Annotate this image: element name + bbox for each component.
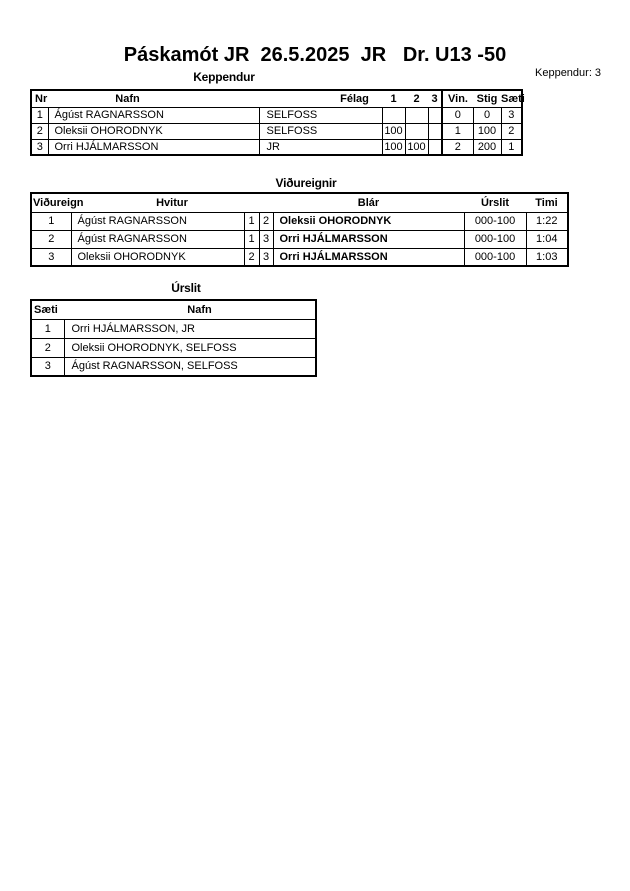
cell-nafn: Ágúst RAGNARSSON, SELFOSS	[63, 356, 317, 377]
cell-hvitur: Oleksii OHORODNYK	[70, 247, 245, 267]
keppendur-row: 2 Oleksii OHORODNYK SELFOSS 100 1 100 2	[30, 122, 523, 140]
urslit-row: 3 Ágúst RAGNARSSON, SELFOSS	[30, 356, 317, 377]
keppendur-row: 1 Ágúst RAGNARSSON SELFOSS 0 0 3	[30, 106, 523, 124]
cell-match-nr: 2	[30, 229, 72, 249]
cell-timi: 1:22	[525, 211, 569, 231]
cell-nafn: Orri HJÁLMARSSON	[47, 138, 260, 156]
vidureignir-table: Viðureign Hvitur Blár Úrslit Timi 1 Ágús…	[30, 192, 569, 267]
cell-blar-nr: 2	[258, 211, 274, 231]
cell-saeti: 3	[30, 356, 65, 377]
urslit-section-title: Úrslit	[171, 281, 201, 295]
cell-stig: 100	[472, 122, 502, 140]
vidureignir-row: 2 Ágúst RAGNARSSON 1 3 Orri HJÁLMARSSON …	[30, 229, 569, 249]
cell-nafn: Ágúst RAGNARSSON	[47, 106, 260, 124]
cell-urslit: 000-100	[463, 229, 527, 249]
keppendur-header-nafn: Nafn	[115, 92, 140, 105]
cell-score-2	[404, 106, 429, 124]
cell-timi: 1:03	[525, 247, 569, 267]
cell-blar-nr: 3	[258, 247, 274, 267]
vidureignir-header-vidureign: Viðureign	[33, 196, 84, 209]
cell-match-nr: 3	[30, 247, 72, 267]
urslit-header-row: Sæti Nafn	[31, 300, 316, 319]
urslit-header-nafn: Nafn	[187, 303, 212, 316]
cell-hvitur-nr: 2	[243, 247, 260, 267]
vidureignir-header-row: Viðureign Hvitur Blár Úrslit Timi	[31, 193, 568, 212]
cell-hvitur: Ágúst RAGNARSSON	[70, 229, 245, 249]
cell-saeti: 2	[30, 337, 65, 358]
cell-nafn: Oleksii OHORODNYK	[47, 122, 260, 140]
cell-nafn: Oleksii OHORODNYK, SELFOSS	[63, 337, 317, 358]
keppendur-header-saeti: Sæti	[501, 92, 525, 105]
cell-nafn: Orri HJÁLMARSSON, JR	[63, 318, 317, 339]
vidureignir-row: 3 Oleksii OHORODNYK 2 3 Orri HJÁLMARSSON…	[30, 247, 569, 267]
cell-blar: Orri HJÁLMARSSON	[272, 247, 465, 267]
cell-hvitur-nr: 1	[243, 211, 260, 231]
keppendur-header-row: Nr Nafn Félag 1 2 3 Vin. Stig Sæti	[31, 90, 525, 107]
keppendur-header-felag: Félag	[340, 92, 369, 105]
cell-vin: 2	[441, 138, 474, 156]
keppendur-row: 3 Orri HJÁLMARSSON JR 100 100 2 200 1	[30, 138, 523, 156]
cell-nr: 1	[30, 106, 49, 124]
keppendur-header-nr: Nr	[35, 92, 48, 105]
cell-vin: 1	[441, 122, 474, 140]
cell-timi: 1:04	[525, 229, 569, 249]
cell-felag: JR	[258, 138, 383, 156]
cell-nr: 3	[30, 138, 49, 156]
report-title: Páskamót JR 26.5.2025 JR Dr. U13 -50	[123, 44, 507, 66]
cell-score-3	[427, 122, 443, 140]
cell-score-3	[427, 138, 443, 156]
cell-felag: SELFOSS	[258, 106, 383, 124]
cell-saeti: 1	[30, 318, 65, 339]
cell-saeti: 2	[500, 122, 523, 140]
cell-blar: Oleksii OHORODNYK	[272, 211, 465, 231]
cell-stig: 200	[472, 138, 502, 156]
cell-blar-nr: 3	[258, 229, 274, 249]
cell-hvitur: Ágúst RAGNARSSON	[70, 211, 245, 231]
keppendur-header-vin: Vin.	[441, 90, 473, 107]
cell-score-1	[381, 106, 406, 124]
cell-score-1: 100	[381, 138, 406, 156]
cell-nr: 2	[30, 122, 49, 140]
vidureignir-header-hvitur: Hvitur	[156, 196, 188, 209]
cell-urslit: 000-100	[463, 211, 527, 231]
keppendur-header-2: 2	[413, 92, 420, 105]
cell-felag: SELFOSS	[258, 122, 383, 140]
cell-vin: 0	[441, 106, 474, 124]
cell-urslit: 000-100	[463, 247, 527, 267]
keppendur-header-1: 1	[390, 92, 397, 105]
cell-stig: 0	[472, 106, 502, 124]
cell-score-2: 100	[404, 138, 429, 156]
vidureignir-header-timi: Timi	[535, 196, 558, 209]
cell-score-2	[404, 122, 429, 140]
vidureignir-header-blar: Blár	[357, 196, 380, 209]
urslit-header-saeti: Sæti	[34, 303, 58, 316]
cell-saeti: 3	[500, 106, 523, 124]
cell-match-nr: 1	[30, 211, 72, 231]
cell-saeti: 1	[500, 138, 523, 156]
urslit-row: 2 Oleksii OHORODNYK, SELFOSS	[30, 337, 317, 358]
vidureignir-row: 1 Ágúst RAGNARSSON 1 2 Oleksii OHORODNYK…	[30, 211, 569, 231]
vidureignir-section-title: Viðureignir	[275, 176, 337, 190]
cell-hvitur-nr: 1	[243, 229, 260, 249]
vidureignir-header-urslit: Úrslit	[480, 196, 510, 209]
urslit-row: 1 Orri HJÁLMARSSON, JR	[30, 318, 317, 339]
urslit-table: Sæti Nafn 1 Orri HJÁLMARSSON, JR 2 Oleks…	[30, 299, 317, 377]
cell-score-1: 100	[381, 122, 406, 140]
cell-score-3	[427, 106, 443, 124]
competitors-count: Keppendur: 3	[535, 67, 602, 79]
keppendur-header-3: 3	[431, 92, 438, 105]
keppendur-header-stig: Stig	[476, 92, 498, 105]
keppendur-table: Nr Nafn Félag 1 2 3 Vin. Stig Sæti 1 Ágú…	[30, 89, 525, 156]
cell-blar: Orri HJÁLMARSSON	[272, 229, 465, 249]
keppendur-section-title: Keppendur	[193, 70, 255, 84]
